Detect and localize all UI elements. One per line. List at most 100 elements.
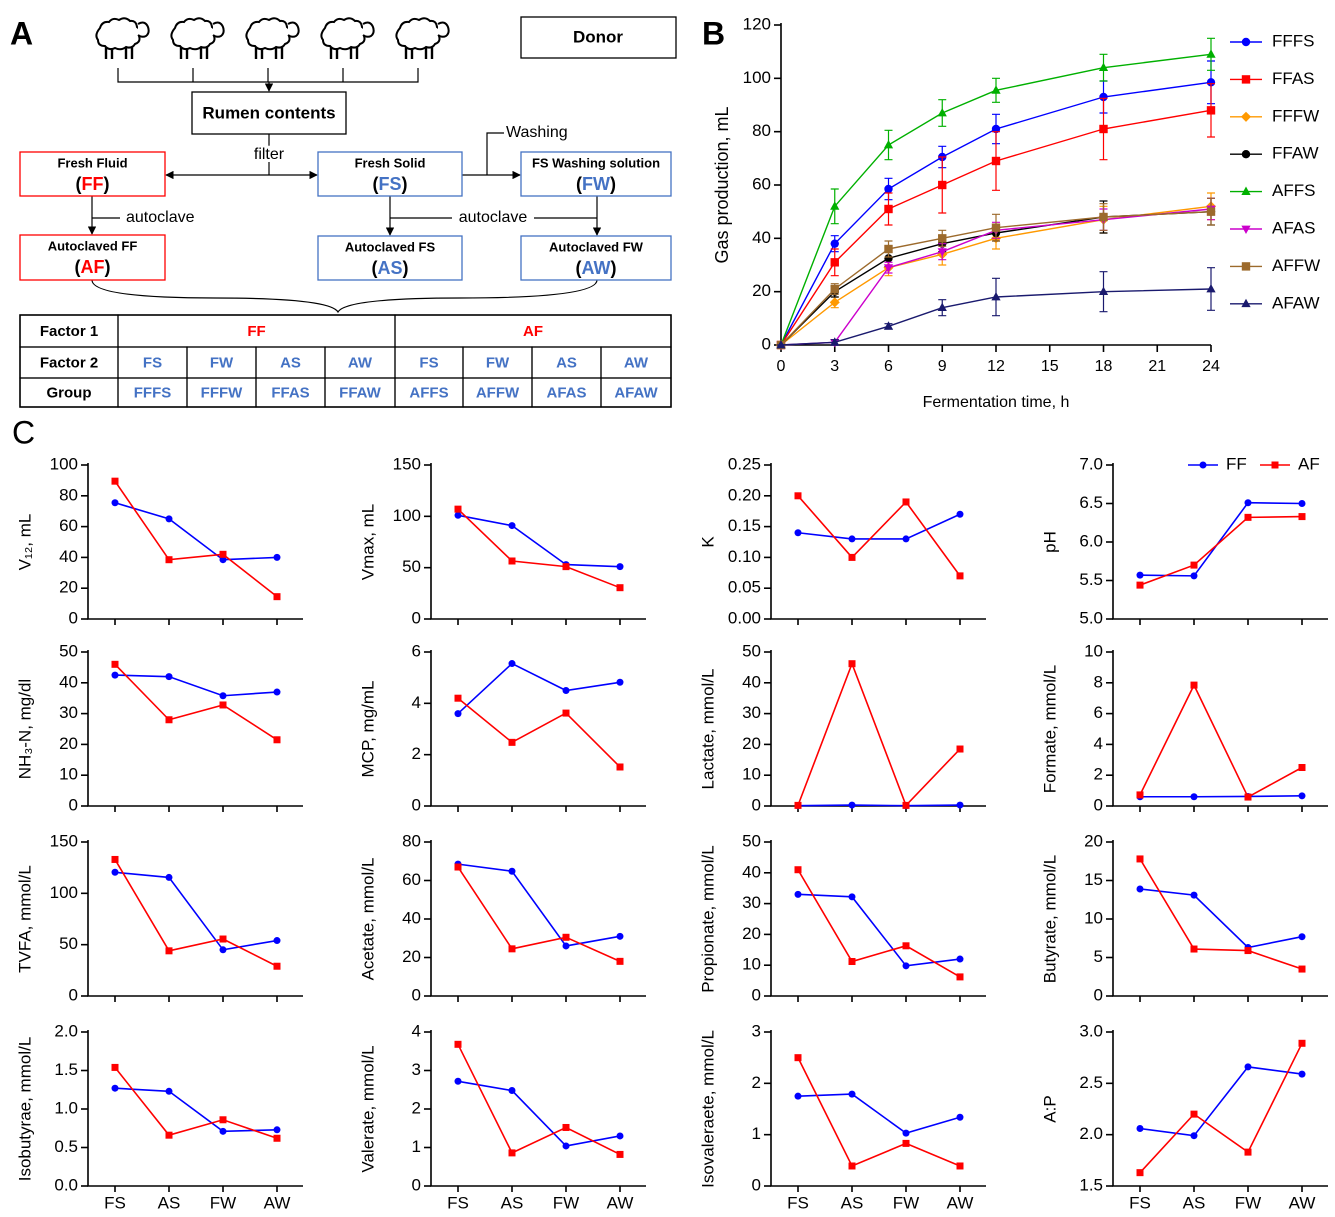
y-axis-title: Lactate, mmol/L (698, 669, 717, 790)
y-tick-label: 80 (752, 121, 771, 140)
code-part: FW (582, 174, 610, 194)
axes (430, 463, 646, 620)
series-line (797, 661, 961, 807)
marker (273, 553, 281, 561)
marker (454, 1077, 462, 1085)
node-label: Autoclaved FW (549, 239, 644, 254)
marker (219, 701, 227, 709)
node-box (317, 235, 463, 281)
node-label: Fresh Solid (355, 155, 426, 170)
marker (937, 302, 947, 312)
table-cell (600, 377, 672, 408)
marker (1099, 212, 1108, 222)
y-tick-label: 3 (752, 1021, 761, 1040)
marker (562, 687, 570, 694)
marker (1136, 791, 1144, 799)
table-text: FFAS (271, 384, 309, 401)
marker (794, 1054, 802, 1062)
y-axis-title: Propionate, mmol/L (698, 845, 717, 992)
marker (938, 180, 947, 190)
table-text: AW (624, 354, 649, 371)
marker (616, 957, 624, 965)
series-line (114, 1066, 278, 1140)
marker (830, 239, 839, 248)
marker (219, 550, 227, 558)
series-line (457, 863, 621, 947)
y-axis-title: Isovaleraete, mmol/L (698, 1030, 717, 1188)
marker (1298, 1070, 1306, 1078)
series-line (797, 893, 961, 967)
y-tick-label: 0.15 (728, 516, 761, 535)
y-axis-title: K (698, 536, 717, 548)
y-tick-label: 50 (742, 831, 761, 850)
marker (1206, 78, 1216, 87)
marker (956, 1162, 964, 1170)
series-line (457, 1080, 621, 1147)
marker (1190, 945, 1198, 953)
series-line (797, 804, 961, 807)
y-tick-label: 0 (1094, 985, 1103, 1004)
code-part: ( (372, 174, 378, 194)
marker (794, 866, 802, 874)
table-text: AS (280, 354, 301, 371)
y-tick-label: 2.0 (54, 1021, 78, 1040)
y-tick-label: 80 (402, 831, 421, 850)
code-part: ( (76, 174, 82, 194)
y-axis-title: MCP, mg/mL (358, 681, 377, 778)
table-text: FS (143, 354, 162, 371)
table-text: FF (247, 323, 265, 340)
chart: 0 3 6 9 12 15 18 21 24 0 20 40 60 80 100 120 Gas product… (712, 14, 1320, 411)
marker (902, 1139, 910, 1147)
y-axis-title: Valerate, mmol/L (358, 1045, 377, 1172)
node-label: Fresh Fluid (57, 155, 127, 170)
series-line (1140, 795, 1303, 798)
series-line (114, 480, 278, 598)
marker (616, 678, 624, 686)
marker (165, 1131, 173, 1139)
series-line (797, 1057, 961, 1168)
marker (830, 258, 839, 267)
series-line (1139, 501, 1303, 577)
marker (1271, 461, 1279, 469)
axes (430, 840, 646, 997)
x-tick-label: FW (210, 1193, 236, 1212)
y-tick-label: 2 (1094, 765, 1103, 784)
marker (165, 716, 173, 724)
marker (1240, 111, 1252, 122)
node-box (317, 151, 463, 197)
y-axis-title: V₁₂, mL (15, 514, 34, 571)
legend-label: FFFS (1272, 31, 1315, 50)
node-box (19, 151, 166, 197)
y-tick-label: 40 (59, 672, 78, 691)
chart: 0 20 40 60 80 100 V₁₂, mL (15, 454, 303, 627)
marker (1298, 1039, 1306, 1047)
marker (1298, 792, 1306, 800)
y-tick-label: 150 (393, 454, 421, 473)
marker (848, 893, 856, 901)
node-box (520, 151, 672, 197)
axes (87, 840, 303, 997)
y-tick-label: 20 (59, 734, 78, 753)
chart: 5.0 5.5 6.0 6.5 7.0 pH FF AF (1040, 454, 1328, 627)
y-tick-label: 20 (1084, 831, 1103, 850)
marker (562, 942, 570, 950)
panel-label: B (702, 15, 725, 51)
chart: 0 5 10 15 20 Butyrate, mmol/L (1040, 831, 1328, 1004)
marker (848, 535, 856, 543)
marker (454, 505, 462, 513)
y-tick-label: 4 (412, 1021, 421, 1040)
y-tick-label: 20 (402, 947, 421, 966)
axes (87, 650, 303, 807)
code-part: AS (377, 258, 402, 278)
marker (956, 801, 964, 809)
marker (219, 1116, 227, 1124)
marker (938, 234, 947, 243)
marker (616, 763, 624, 771)
marker (884, 244, 893, 254)
y-tick-label: 0.5 (54, 1137, 78, 1156)
y-tick-label: 1 (412, 1137, 421, 1156)
legend-label: AF (1298, 454, 1320, 473)
series-line (114, 871, 278, 951)
marker (111, 1084, 119, 1092)
marker (991, 85, 1001, 94)
